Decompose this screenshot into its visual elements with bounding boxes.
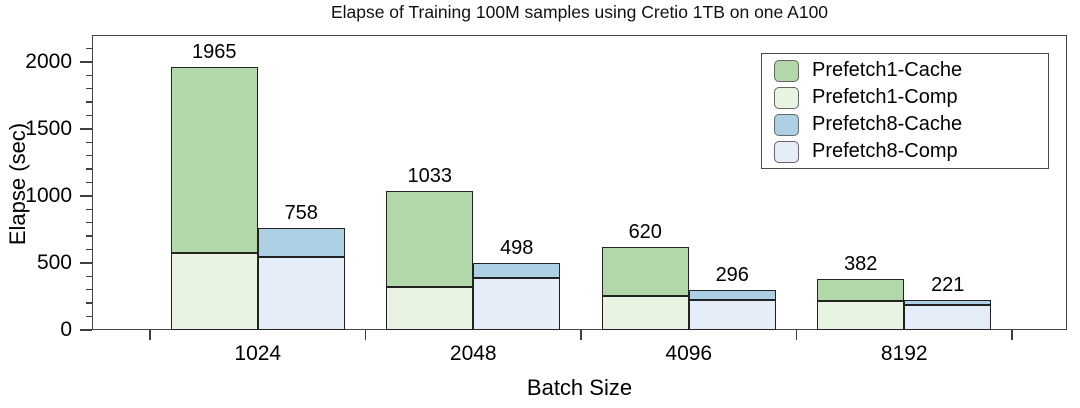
y-tick-label: 2000 bbox=[25, 49, 72, 73]
y-tick-label: 1000 bbox=[25, 183, 72, 207]
x-category-label: 1024 bbox=[234, 342, 282, 365]
y-tick-label: 500 bbox=[36, 250, 72, 274]
x-category-label: 8192 bbox=[880, 342, 928, 365]
y-major-tick bbox=[80, 128, 92, 130]
bar-total-label: 296 bbox=[715, 264, 749, 287]
legend-label: Prefetch8-Cache bbox=[812, 113, 963, 135]
x-tick bbox=[795, 330, 798, 340]
y-minor-tick bbox=[86, 275, 92, 278]
x-axis-label: Batch Size bbox=[526, 375, 633, 400]
bar-segment-prefetch1-cache-4096 bbox=[601, 246, 689, 296]
y-minor-tick bbox=[86, 114, 92, 117]
y-minor-tick bbox=[86, 154, 92, 157]
x-tick bbox=[149, 330, 151, 340]
y-minor-tick bbox=[86, 141, 92, 143]
legend-swatch-prefetch1-cache bbox=[774, 59, 799, 82]
y-minor-tick bbox=[86, 74, 92, 76]
legend: Prefetch1-Cache Prefetch1-Comp Prefetch8-C… bbox=[761, 53, 1049, 169]
bar-total-label: 498 bbox=[500, 237, 534, 260]
y-major-tick bbox=[80, 262, 92, 264]
bar-total-label: 221 bbox=[931, 274, 965, 297]
bar-segment-prefetch1-comp-2048 bbox=[386, 287, 474, 330]
x-tick bbox=[1011, 330, 1013, 340]
x-tick bbox=[580, 330, 582, 340]
bar-segment-prefetch8-cache-4096 bbox=[688, 290, 776, 300]
bar-total-label: 1033 bbox=[407, 165, 453, 188]
y-major-tick bbox=[80, 61, 92, 63]
legend-item-prefetch8-comp: Prefetch8-Comp bbox=[774, 139, 1048, 164]
y-minor-tick bbox=[86, 222, 92, 224]
x-tick bbox=[364, 330, 367, 340]
legend-label: Prefetch8-Comp bbox=[812, 140, 958, 162]
bar-segment-prefetch8-comp-1024 bbox=[257, 256, 345, 330]
bar-segment-prefetch1-cache-2048 bbox=[386, 191, 474, 288]
bar-total-label: 1965 bbox=[192, 40, 237, 63]
y-minor-tick bbox=[86, 168, 92, 170]
bar-segment-prefetch1-comp-1024 bbox=[170, 252, 258, 330]
bar-segment-prefetch8-cache-1024 bbox=[257, 228, 345, 257]
y-minor-tick bbox=[86, 248, 92, 251]
bar-total-label: 620 bbox=[628, 220, 662, 243]
bar-total-label: 758 bbox=[284, 202, 318, 225]
y-major-tick bbox=[80, 329, 92, 331]
y-tick-label: 1500 bbox=[25, 116, 72, 140]
y-minor-tick bbox=[86, 208, 92, 210]
x-category-label: 2048 bbox=[449, 342, 497, 365]
y-minor-tick bbox=[86, 47, 92, 50]
bar-segment-prefetch8-comp-8192 bbox=[904, 305, 992, 330]
y-minor-tick bbox=[86, 181, 92, 184]
bar-segment-prefetch1-cache-1024 bbox=[170, 66, 258, 253]
bar-segment-prefetch8-cache-2048 bbox=[473, 263, 561, 279]
bar-segment-prefetch1-comp-8192 bbox=[817, 301, 905, 330]
legend-item-prefetch1-comp: Prefetch1-Comp bbox=[774, 85, 1048, 110]
legend-item-prefetch1-cache: Prefetch1-Cache bbox=[774, 58, 1048, 83]
y-minor-tick bbox=[86, 235, 92, 237]
legend-item-prefetch8-cache: Prefetch8-Cache bbox=[774, 112, 1048, 137]
legend-label: Prefetch1-Cache bbox=[812, 59, 963, 81]
legend-label: Prefetch1-Comp bbox=[812, 86, 958, 108]
bar-segment-prefetch1-comp-4096 bbox=[601, 295, 689, 330]
legend-swatch-prefetch8-cache bbox=[774, 113, 799, 136]
bar-total-label: 382 bbox=[844, 252, 878, 275]
bar-segment-prefetch8-comp-2048 bbox=[473, 278, 561, 330]
bar-segment-prefetch8-cache-8192 bbox=[904, 300, 992, 306]
chart-title: Elapse of Training 100M samples using Cr… bbox=[330, 2, 829, 22]
y-minor-tick bbox=[86, 302, 92, 304]
x-category-label: 4096 bbox=[665, 342, 713, 365]
y-minor-tick bbox=[86, 87, 92, 90]
bar-segment-prefetch1-cache-8192 bbox=[817, 278, 905, 302]
legend-swatch-prefetch8-comp bbox=[774, 140, 799, 163]
y-minor-tick bbox=[86, 315, 92, 318]
y-major-tick bbox=[80, 195, 92, 197]
y-tick-label: 0 bbox=[60, 318, 72, 341]
bar-segment-prefetch8-comp-4096 bbox=[688, 299, 776, 330]
y-minor-tick bbox=[86, 101, 92, 103]
legend-swatch-prefetch1-comp bbox=[774, 86, 799, 109]
y-minor-tick bbox=[86, 289, 92, 291]
